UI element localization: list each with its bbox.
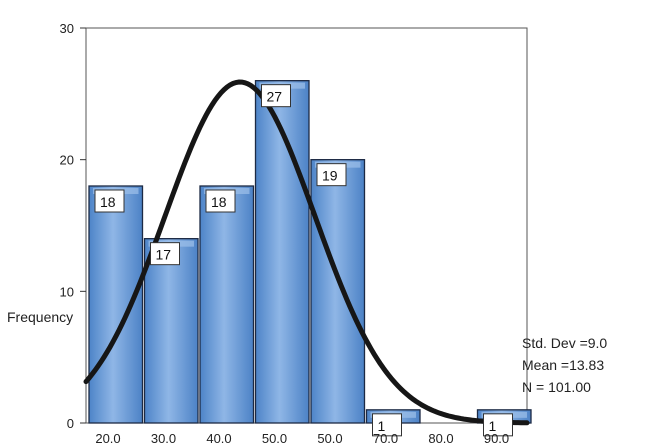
normal-curve (83, 79, 530, 426)
data-label-box (483, 413, 513, 437)
y-tick-label: 30 (60, 21, 74, 36)
y-axis-label: Frequency (7, 309, 73, 325)
data-label: 18 (211, 194, 227, 210)
data-label-box (205, 189, 236, 213)
x-tick-label: 40.0 (206, 431, 231, 446)
data-label-box (372, 413, 402, 437)
data-label-box (150, 242, 180, 266)
x-tick-label: 20.0 (95, 431, 120, 446)
std-dev-text: Std. Dev =9.0 (522, 335, 608, 351)
data-label-box (94, 189, 125, 213)
data-label: 27 (267, 89, 283, 105)
x-tick-label: 70.0 (373, 431, 398, 446)
data-label-box (261, 84, 291, 108)
y-tick-label: 0 (67, 416, 74, 431)
data-label: 17 (156, 247, 172, 263)
y-tick-label: 10 (60, 284, 74, 299)
x-tick-label: 50.0 (262, 431, 287, 446)
data-label: 18 (100, 194, 116, 210)
mean-text: Mean =13.83 (522, 357, 605, 373)
y-tick-label: 20 (60, 153, 74, 168)
histogram-bar (88, 185, 144, 424)
x-tick-label: 50.0 (317, 431, 342, 446)
x-tick-label: 90.0 (484, 431, 509, 446)
data-label: 1 (378, 418, 386, 434)
data-label: 19 (322, 168, 338, 184)
data-label-box (316, 163, 347, 187)
data-label: 1 (489, 418, 497, 434)
stats-box: Std. Dev =9.0 Mean =13.83 N = 101.00 (522, 332, 607, 398)
x-tick-label: 30.0 (151, 431, 176, 446)
histogram-bar (199, 185, 255, 424)
histogram-bar (310, 159, 366, 424)
x-tick-label: 80.0 (428, 431, 453, 446)
n-text: N = 101.00 (522, 379, 591, 395)
histogram-bar (143, 238, 199, 424)
